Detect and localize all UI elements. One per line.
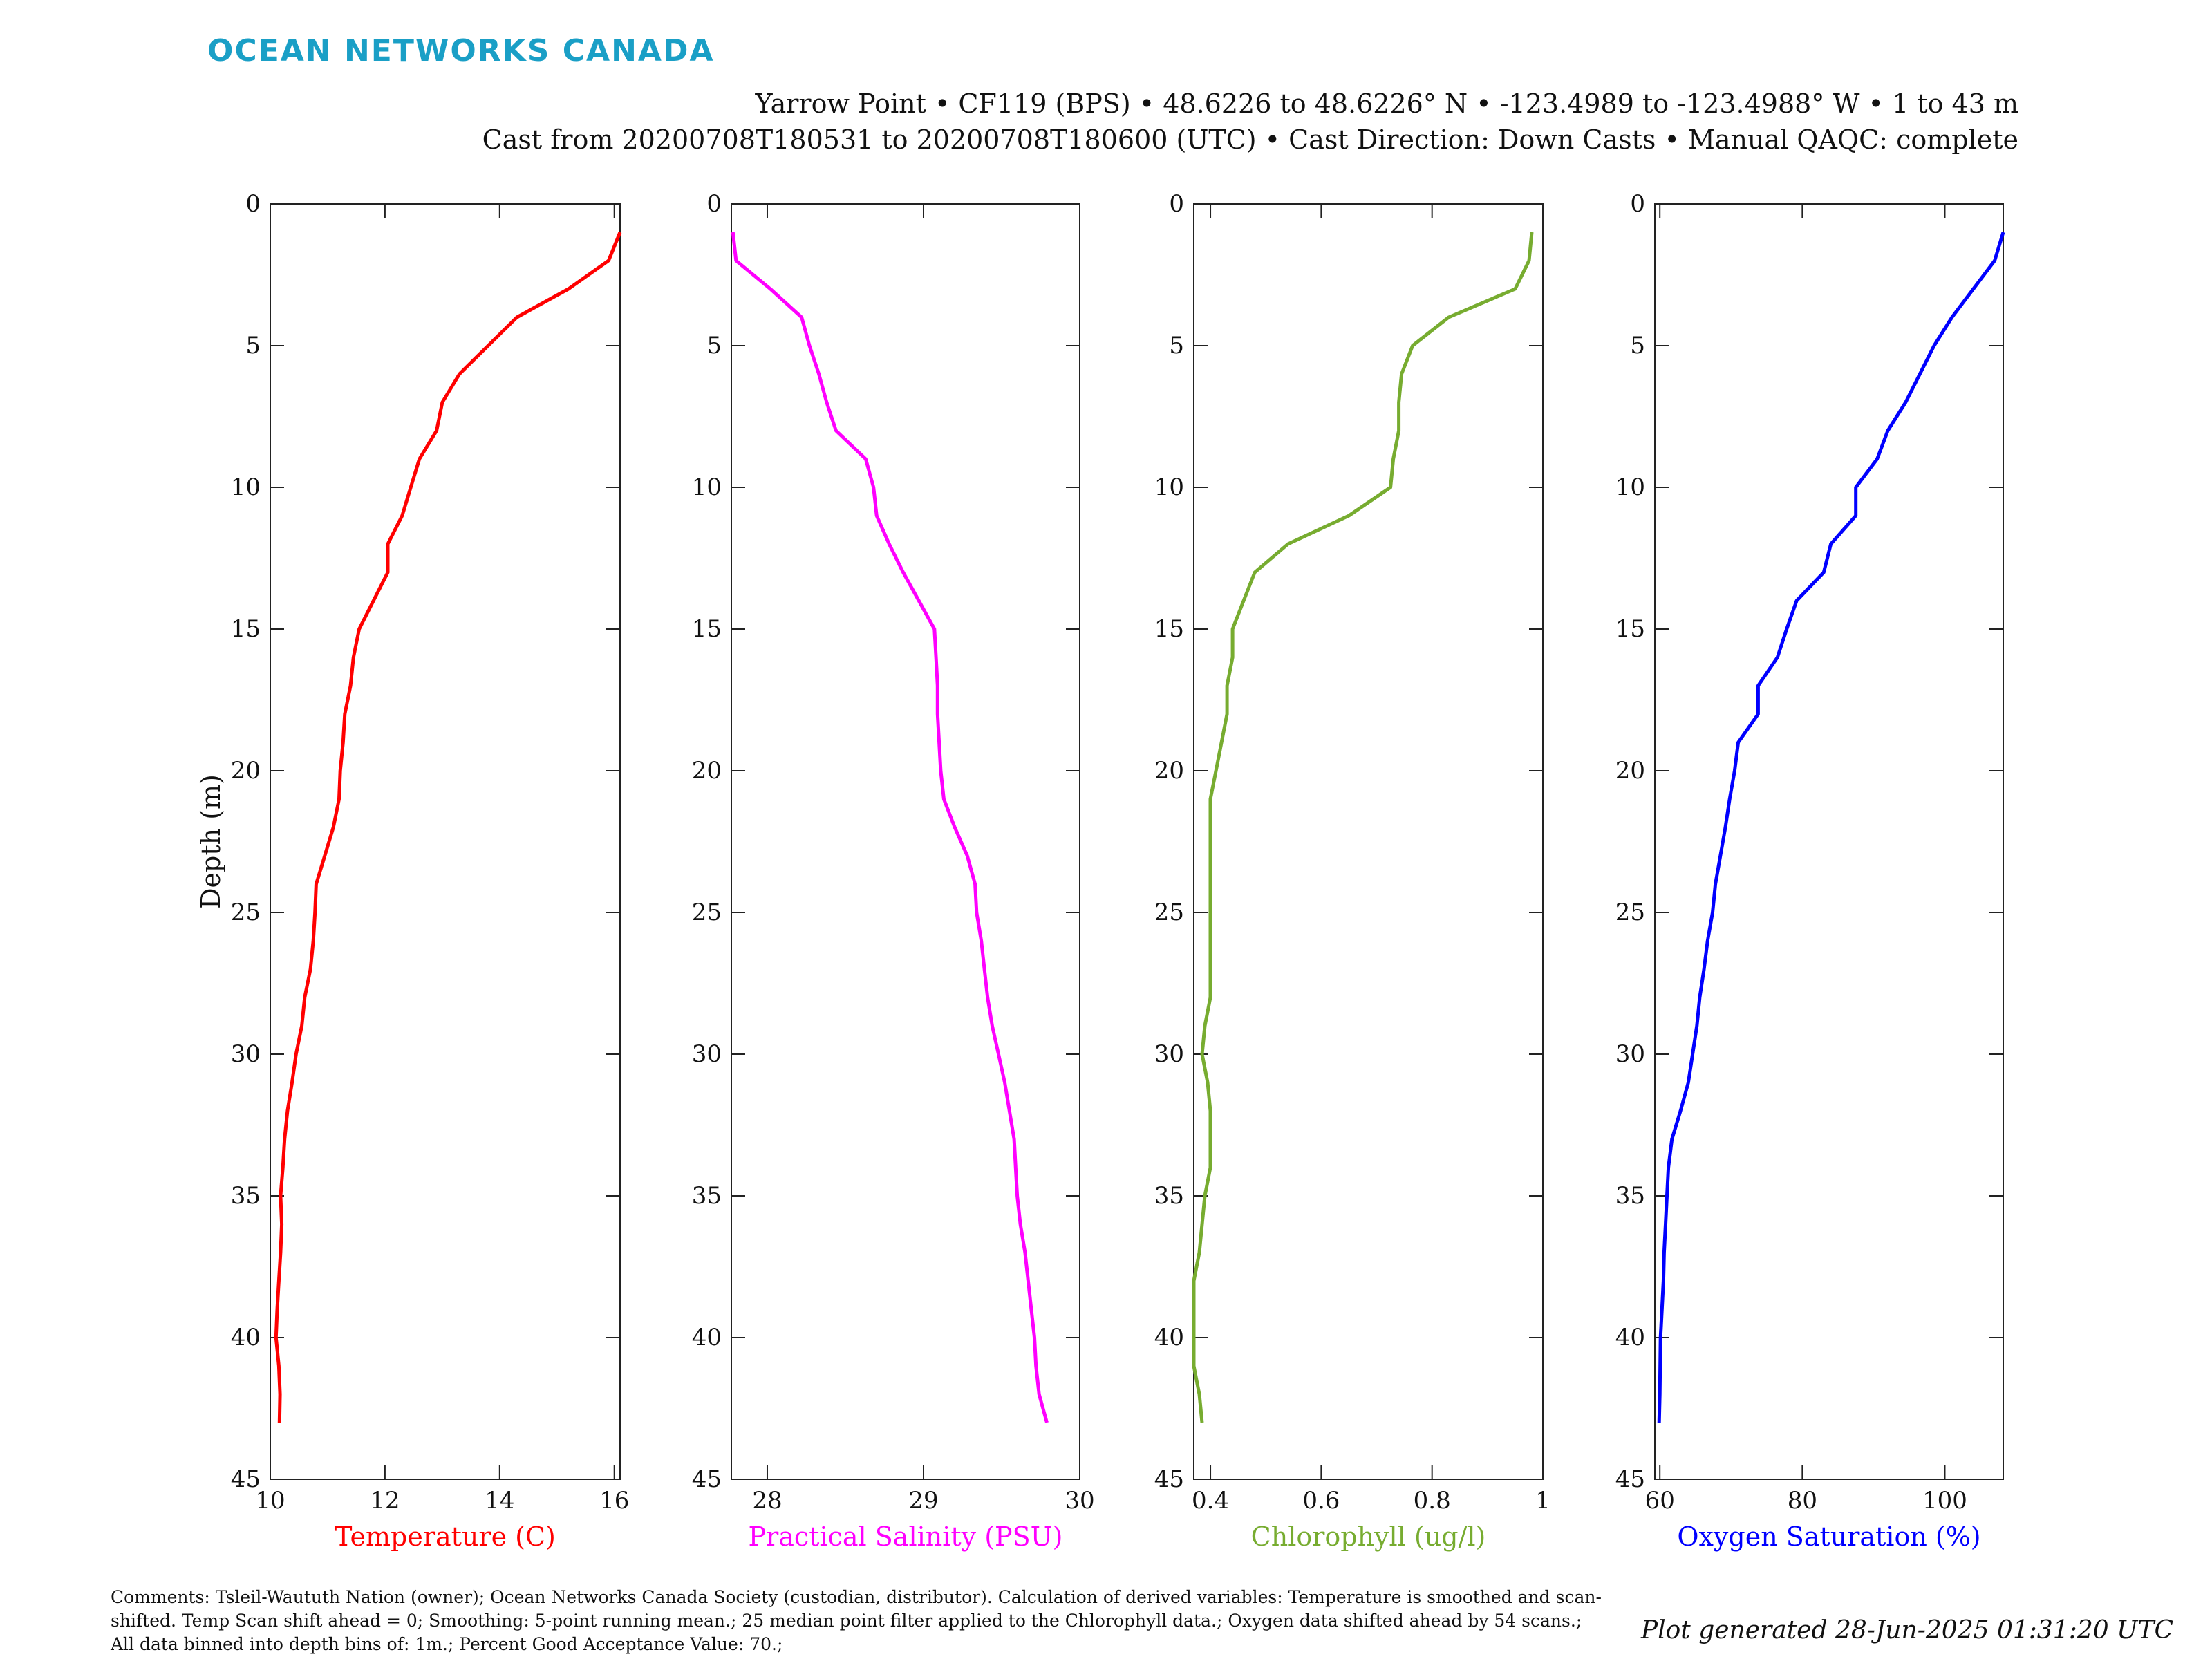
x-tick-label: 100 bbox=[1922, 1487, 1967, 1515]
y-tick-label: 40 bbox=[1154, 1324, 1184, 1351]
x-axis-label-3: Chlorophyll (ug/l) bbox=[1251, 1521, 1486, 1552]
y-tick-label: 45 bbox=[692, 1465, 722, 1493]
x-tick-label: 29 bbox=[908, 1487, 938, 1515]
y-tick-label: 30 bbox=[692, 1040, 722, 1068]
y-tick-label: 30 bbox=[231, 1040, 261, 1068]
y-tick-label: 35 bbox=[1154, 1182, 1184, 1210]
y-tick-label: 20 bbox=[231, 757, 261, 785]
y-tick-label: 25 bbox=[1615, 899, 1645, 926]
plot-generated-timestamp: Plot generated 28-Jun-2025 01:31:20 UTC bbox=[1640, 1616, 2173, 1644]
plot-frame-2 bbox=[731, 203, 1080, 1480]
x-tick-label: 12 bbox=[370, 1487, 400, 1515]
y-tick-label: 5 bbox=[1630, 332, 1645, 359]
y-tick-label: 20 bbox=[1615, 757, 1645, 785]
x-tick-label: 60 bbox=[1645, 1487, 1675, 1515]
profile-line-1 bbox=[274, 232, 622, 1423]
x-tick-label: 14 bbox=[485, 1487, 514, 1515]
y-tick-label: 25 bbox=[1154, 899, 1184, 926]
x-tick-label: 0.8 bbox=[1414, 1487, 1451, 1515]
y-tick-label: 10 bbox=[1154, 474, 1184, 501]
y-tick-label: 25 bbox=[692, 899, 722, 926]
x-tick-label: 28 bbox=[752, 1487, 782, 1515]
y-tick-label: 0 bbox=[1630, 190, 1645, 218]
y-tick-label: 30 bbox=[1154, 1040, 1184, 1068]
y-tick-label: 10 bbox=[231, 474, 261, 501]
y-tick-label: 35 bbox=[692, 1182, 722, 1210]
y-tick-label: 15 bbox=[231, 615, 261, 643]
y-tick-label: 5 bbox=[706, 332, 722, 359]
x-axis-label-4: Oxygen Saturation (%) bbox=[1677, 1521, 1980, 1552]
cast-location-header: Yarrow Point • CF119 (BPS) • 48.6226 to … bbox=[755, 88, 2018, 119]
y-tick-label: 15 bbox=[692, 615, 722, 643]
y-tick-label: 45 bbox=[231, 1465, 261, 1493]
y-tick-label: 5 bbox=[245, 332, 261, 359]
x-axis-label-2: Practical Salinity (PSU) bbox=[749, 1521, 1063, 1552]
x-tick-label: 30 bbox=[1065, 1487, 1094, 1515]
y-axis-label: Depth (m) bbox=[196, 774, 226, 909]
y-tick-label: 15 bbox=[1154, 615, 1184, 643]
plot-frame-1 bbox=[270, 203, 621, 1480]
y-tick-label: 10 bbox=[692, 474, 722, 501]
x-tick-label: 16 bbox=[599, 1487, 629, 1515]
y-tick-label: 0 bbox=[1169, 190, 1184, 218]
y-tick-label: 40 bbox=[692, 1324, 722, 1351]
x-axis-label-1: Temperature (C) bbox=[335, 1521, 556, 1552]
profile-line-2 bbox=[731, 232, 1049, 1423]
plot-frame-3 bbox=[1193, 203, 1544, 1480]
plot-frame-4 bbox=[1654, 203, 2004, 1480]
profile-line-3 bbox=[1192, 232, 1534, 1423]
ocean-networks-canada-logo: OCEAN NETWORKS CANADA bbox=[207, 33, 715, 68]
y-tick-label: 20 bbox=[692, 757, 722, 785]
y-tick-label: 40 bbox=[1615, 1324, 1645, 1351]
y-tick-label: 15 bbox=[1615, 615, 1645, 643]
y-tick-label: 45 bbox=[1154, 1465, 1184, 1493]
y-tick-label: 10 bbox=[1615, 474, 1645, 501]
x-tick-label: 80 bbox=[1788, 1487, 1817, 1515]
y-tick-label: 0 bbox=[706, 190, 722, 218]
x-tick-label: 0.4 bbox=[1192, 1487, 1229, 1515]
processing-comments: Comments: Tsleil-Waututh Nation (owner);… bbox=[111, 1587, 1602, 1654]
y-tick-label: 35 bbox=[1615, 1182, 1645, 1210]
x-tick-label: 10 bbox=[255, 1487, 285, 1515]
cast-info-header: Cast from 20200708T180531 to 20200708T18… bbox=[482, 124, 2018, 155]
y-tick-label: 25 bbox=[231, 899, 261, 926]
profile-line-4 bbox=[1657, 232, 2005, 1423]
y-tick-label: 5 bbox=[1169, 332, 1184, 359]
x-tick-label: 0.6 bbox=[1302, 1487, 1340, 1515]
y-tick-label: 40 bbox=[231, 1324, 261, 1351]
y-tick-label: 35 bbox=[231, 1182, 261, 1210]
y-tick-label: 30 bbox=[1615, 1040, 1645, 1068]
y-tick-label: 0 bbox=[245, 190, 261, 218]
x-tick-label: 1 bbox=[1535, 1487, 1550, 1515]
y-tick-label: 20 bbox=[1154, 757, 1184, 785]
y-tick-label: 45 bbox=[1615, 1465, 1645, 1493]
